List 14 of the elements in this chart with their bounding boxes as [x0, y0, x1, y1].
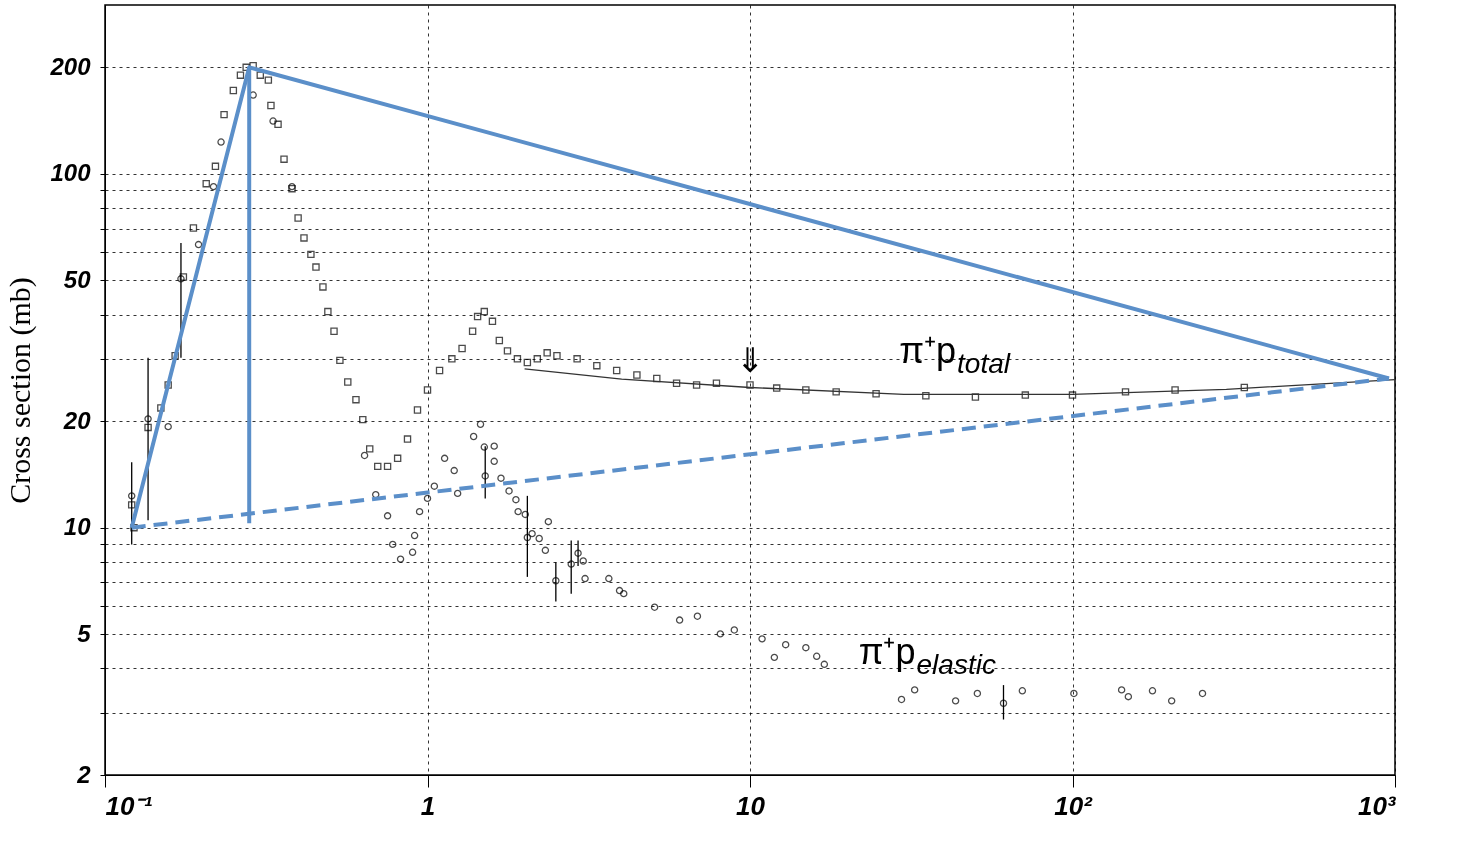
y-tick-label: 10 [63, 513, 92, 541]
x-tick-label: 10 [736, 790, 766, 821]
x-tick-label: 10⁻¹ [105, 790, 153, 821]
x-tick-label: 10² [1054, 790, 1094, 821]
y-tick-label: 50 [63, 265, 92, 293]
x-tick-label: 10³ [1357, 790, 1397, 821]
y-tick-label: 200 [49, 52, 92, 80]
annotation: ⇓ [735, 340, 765, 381]
x-tick-label: 1 [420, 790, 436, 821]
y-tick-label: 20 [62, 406, 92, 434]
y-axis-title: Cross section (mb) [3, 277, 38, 504]
y-tick-label: 2 [76, 760, 92, 788]
y-tick-label: 100 [50, 159, 92, 187]
y-tick-label: 5 [77, 619, 92, 647]
